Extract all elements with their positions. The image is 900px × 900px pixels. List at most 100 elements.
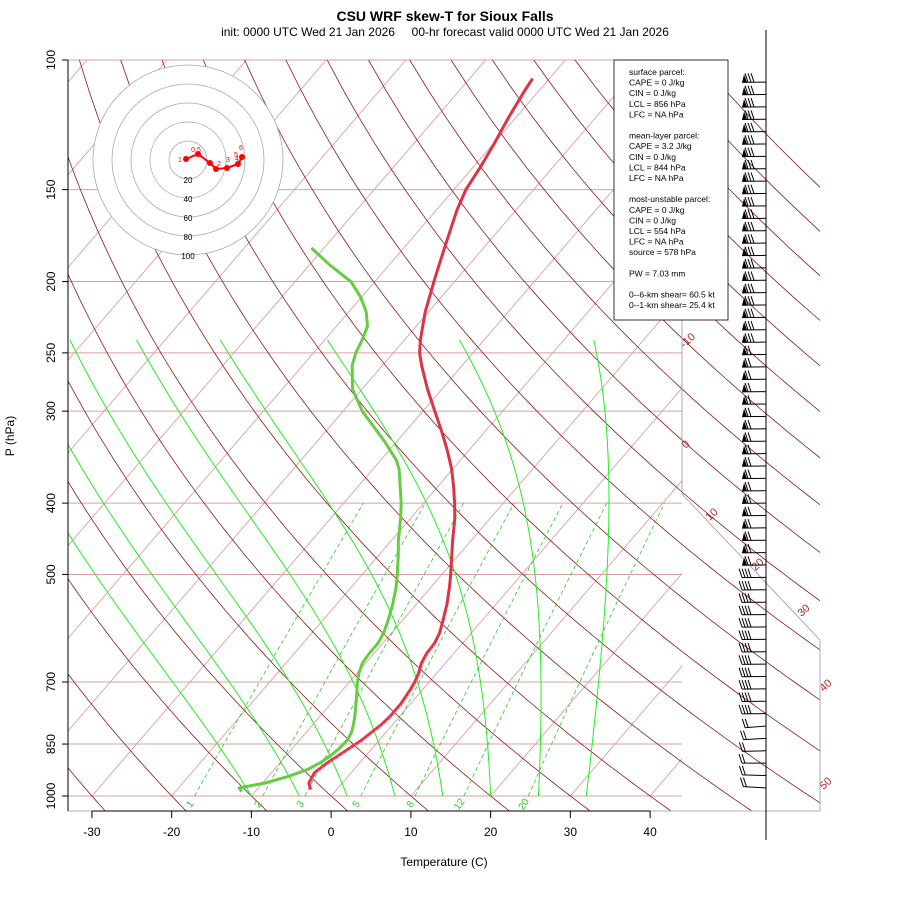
hodograph-point xyxy=(207,160,213,166)
wind-barb-feather xyxy=(744,209,749,219)
wind-barb-feather xyxy=(747,333,752,343)
wind-barb-feather xyxy=(747,382,752,393)
info-box-line: 0--1-km shear= 25.4 kt xyxy=(629,300,715,310)
wind-barb-feather xyxy=(747,122,752,133)
isotherm-line xyxy=(68,60,487,547)
wind-barb-pennant xyxy=(742,222,748,231)
wind-barb-feather xyxy=(747,221,752,232)
wind-barb xyxy=(742,209,767,220)
wind-barb xyxy=(742,494,767,504)
wind-barb-feather xyxy=(747,147,752,157)
moist-adiabats xyxy=(68,339,610,796)
wind-barb-feather xyxy=(744,258,749,269)
wind-barb-feather xyxy=(744,655,749,665)
wind-barb-feather xyxy=(747,209,752,219)
dry-adiabat-line xyxy=(68,578,268,811)
wind-barb-pennant xyxy=(742,123,748,132)
mixing-ratio-label: 20 xyxy=(517,796,533,812)
info-box-line: CIN = 0 J/kg xyxy=(629,215,676,225)
wind-barb-feather xyxy=(738,679,743,690)
chart-title: CSU WRF skew-T for Sioux Falls xyxy=(336,8,553,24)
isotherm-line xyxy=(68,60,566,640)
wind-barb-feather xyxy=(744,345,749,355)
wind-barb-feather xyxy=(747,283,752,293)
mixing-ratio-label: 1 xyxy=(184,799,196,810)
y-tick-label: 1000 xyxy=(44,782,58,809)
info-box-frame xyxy=(613,59,729,321)
wind-barb-feather xyxy=(744,234,749,244)
wind-barb-feather xyxy=(741,742,746,752)
wind-barb-feather xyxy=(747,320,752,331)
wind-barb xyxy=(739,730,767,741)
wind-barb-feather xyxy=(747,457,752,467)
wind-barb-feather xyxy=(741,642,746,653)
isotherm-line xyxy=(490,572,682,796)
wind-barb xyxy=(742,543,767,554)
hodograph-height-label: 3 xyxy=(226,157,230,164)
hodograph-height-label: 1 xyxy=(178,157,182,164)
wind-barb-feather xyxy=(744,419,749,430)
wind-barb xyxy=(742,135,767,145)
dry-adiabat-line xyxy=(326,60,820,602)
dry-adiabat-line xyxy=(285,60,820,651)
x-tick-label: 0 xyxy=(328,825,335,839)
wind-barb-pennant xyxy=(742,445,748,454)
info-box-line: 0--6-km shear= 60.5 kt xyxy=(629,290,715,300)
wind-barb-feather xyxy=(747,556,752,566)
wind-barb xyxy=(742,357,767,368)
wind-barb-feather xyxy=(744,692,749,702)
hodograph-ring-label: 80 xyxy=(184,233,193,242)
wind-barb-feather xyxy=(741,580,746,591)
wind-barb-feather xyxy=(750,308,755,318)
info-box-line: LCL = 856 hPa xyxy=(629,99,686,109)
wind-barb xyxy=(742,333,767,343)
wind-barb-feather xyxy=(744,679,749,690)
dry-adiabat-line xyxy=(161,60,820,804)
dry-adiabat-line xyxy=(68,380,430,811)
wind-barb-pennant xyxy=(742,309,748,318)
wind-barb xyxy=(742,97,767,108)
wind-barb-feather xyxy=(750,209,755,219)
mixing-ratio-line xyxy=(527,502,665,796)
wind-barb-feather xyxy=(744,147,749,157)
wind-barb xyxy=(738,667,767,678)
wind-barb-feather xyxy=(747,667,752,677)
wind-barb-pennant xyxy=(742,99,748,108)
dry-adiabat-line xyxy=(68,273,510,811)
wind-barb-feather xyxy=(747,271,752,281)
wind-barb-feather xyxy=(747,543,752,554)
wind-barb-feather xyxy=(750,246,755,256)
wind-barb-feather xyxy=(750,159,755,170)
hodograph-point xyxy=(224,165,230,171)
wind-barb-feather xyxy=(738,692,743,702)
isotherm-label: 10 xyxy=(703,506,720,523)
wind-barb-feather xyxy=(741,618,746,628)
wind-barb-pennant xyxy=(742,86,748,95)
wind-barb xyxy=(742,518,767,529)
hodograph-point xyxy=(213,166,219,172)
wind-barb-feather xyxy=(744,184,749,194)
wind-barbs xyxy=(738,30,767,840)
dry-adiabat-line xyxy=(68,673,187,811)
wind-barb-feather xyxy=(738,642,743,653)
x-axis-label: Temperature (C) xyxy=(400,855,487,869)
wind-barb-feather xyxy=(744,605,749,615)
wind-barb-pennant xyxy=(742,297,748,306)
wind-barb-feather xyxy=(750,135,755,145)
isotherm-line xyxy=(68,60,646,732)
info-box-line: CAPE = 0 J/kg xyxy=(629,78,685,88)
wind-barb-feather xyxy=(747,234,752,244)
wind-barb-feather xyxy=(744,135,749,145)
wind-barb-feather xyxy=(744,370,749,380)
wind-barb-feather xyxy=(741,655,746,665)
hodograph-point xyxy=(239,154,245,160)
y-tick-label: 400 xyxy=(44,493,58,513)
wind-barb xyxy=(742,382,767,393)
wind-barb-shaft xyxy=(742,774,767,777)
moist-adiabat-line xyxy=(585,339,610,796)
wind-barb-feather xyxy=(739,777,744,787)
hodograph-ring-label: 20 xyxy=(184,176,193,185)
dry-adiabat-line xyxy=(78,60,672,811)
wind-barb-feather xyxy=(747,481,752,492)
wind-barb-pennant xyxy=(742,210,748,219)
